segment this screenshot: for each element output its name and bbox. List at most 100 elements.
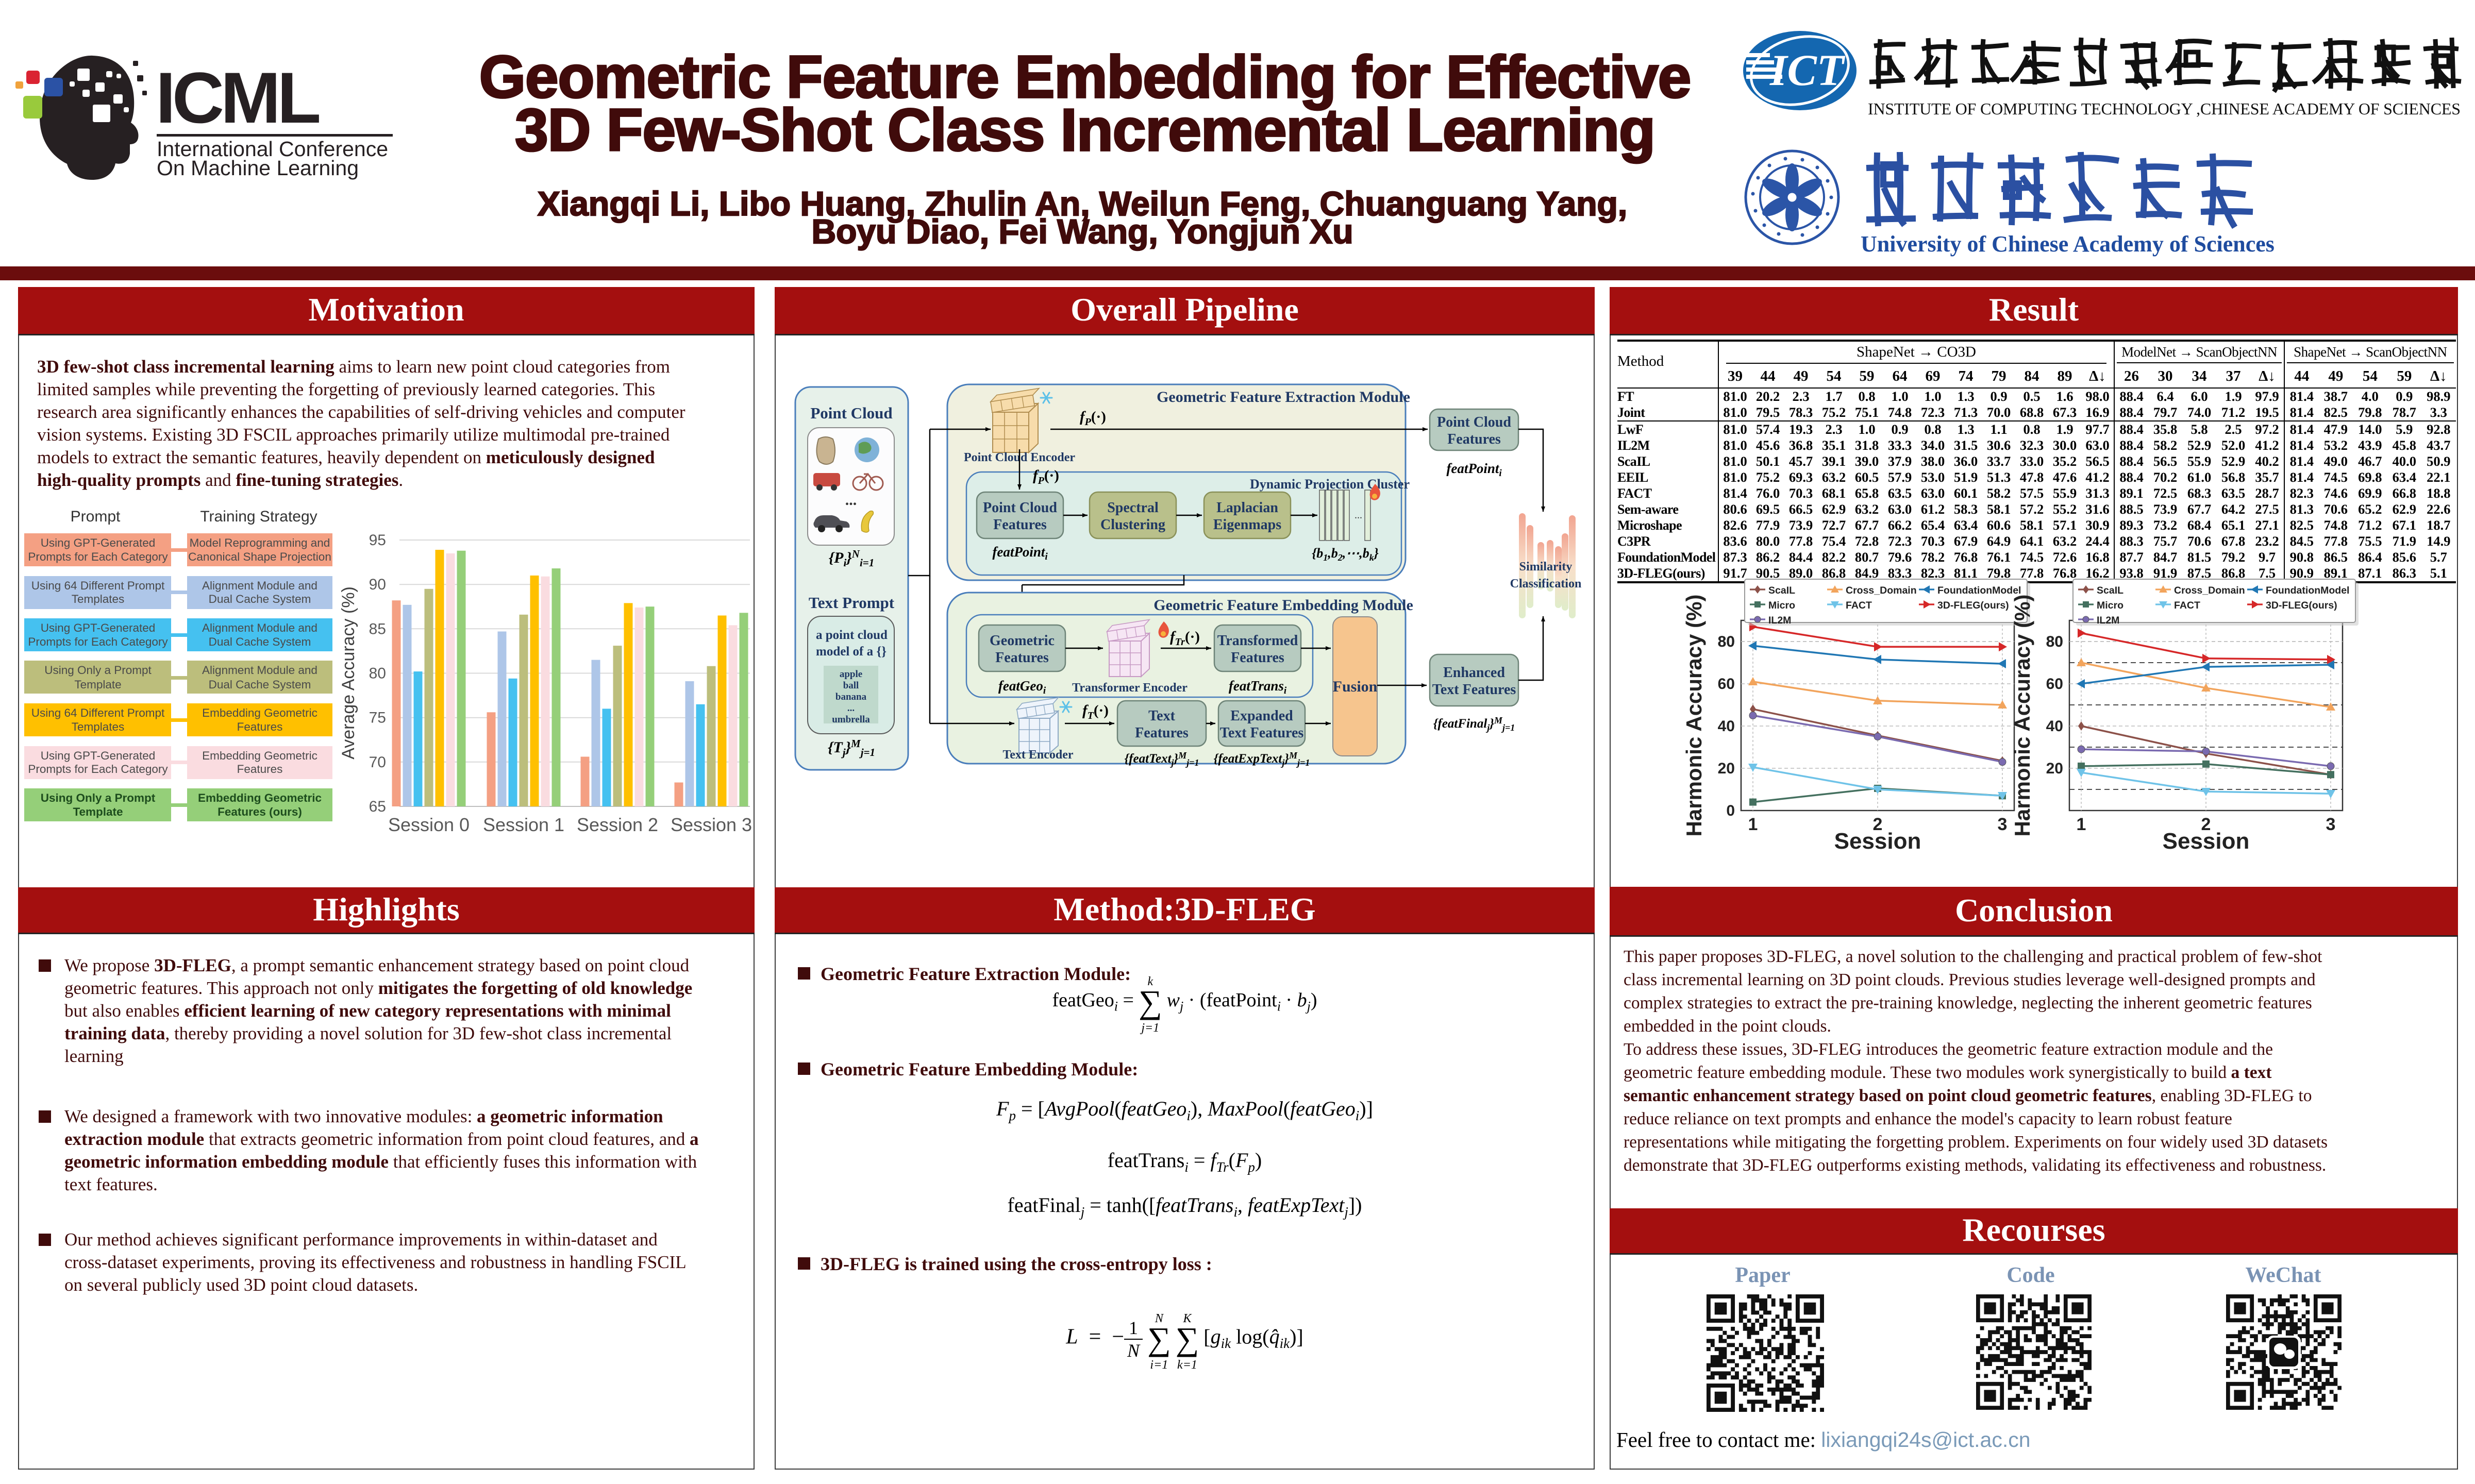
svg-text:80: 80 — [2046, 633, 2063, 650]
svg-text:Point Cloud: Point Cloud — [1437, 414, 1511, 430]
svg-text:fT(·): fT(·) — [1082, 702, 1109, 721]
svg-text:umbrella: umbrella — [832, 714, 870, 725]
svg-text:Laplacian: Laplacian — [1216, 500, 1278, 516]
svg-text:Harmonic Accuracy (%): Harmonic Accuracy (%) — [1682, 595, 1706, 837]
svg-text:2: 2 — [2201, 815, 2211, 834]
svg-text:80: 80 — [2046, 633, 2063, 650]
svg-text:Prompts for Each Category: Prompts for Each Category — [28, 763, 168, 775]
svg-text:Templates: Templates — [72, 720, 125, 733]
svg-text:3: 3 — [2326, 815, 2336, 834]
svg-text:ball: ball — [843, 680, 859, 691]
svg-text:Text Features: Text Features — [1220, 725, 1304, 741]
svg-text:Text Prompt: Text Prompt — [809, 594, 895, 612]
svg-text:Features: Features — [237, 763, 283, 775]
svg-text:Features: Features — [1135, 725, 1189, 741]
svg-text:Transformed: Transformed — [1217, 633, 1298, 649]
svg-text:Expanded: Expanded — [1230, 708, 1293, 724]
svg-text:60: 60 — [2046, 676, 2063, 693]
svg-text:Session 3: Session 3 — [671, 814, 752, 835]
svg-text:featTransi: featTransi — [1229, 678, 1287, 696]
svg-text:Using GPT-Generated: Using GPT-Generated — [41, 749, 156, 762]
svg-text:FoundationModel: FoundationModel — [2266, 585, 2349, 596]
svg-text:Features: Features — [995, 650, 1049, 666]
svg-text:Average Accuracy (%): Average Accuracy (%) — [339, 586, 358, 760]
svg-text:85: 85 — [369, 620, 386, 637]
svg-text:Features: Features — [1447, 431, 1501, 447]
svg-text:Text Features: Text Features — [1432, 682, 1516, 698]
svg-text:Prompts for Each Category: Prompts for Each Category — [28, 550, 168, 563]
svg-text:Transformer Encoder: Transformer Encoder — [1072, 681, 1188, 695]
svg-text:Features: Features — [993, 517, 1047, 533]
svg-text:fTr(·): fTr(·) — [1170, 629, 1200, 648]
svg-text:Micro: Micro — [1768, 600, 1795, 611]
svg-text:75: 75 — [369, 710, 386, 727]
svg-text:Template: Template — [74, 678, 121, 691]
svg-text:University of Chinese Academy: University of Chinese Academy of Science… — [1861, 231, 2275, 257]
svg-text:40: 40 — [2046, 718, 2063, 735]
svg-text:a point cloud: a point cloud — [816, 628, 888, 642]
svg-text:Using Only a Prompt: Using Only a Prompt — [44, 664, 152, 677]
svg-text:65: 65 — [369, 798, 386, 815]
svg-text:...: ... — [1354, 510, 1362, 521]
svg-text:Prompts for Each Category: Prompts for Each Category — [28, 635, 168, 648]
svg-text:1: 1 — [1748, 815, 1758, 834]
svg-text:1: 1 — [2077, 815, 2086, 834]
svg-text:FACT: FACT — [1846, 600, 1872, 611]
svg-text:ICT: ICT — [1769, 45, 1846, 95]
svg-text:20: 20 — [2046, 760, 2063, 777]
svg-text:Clustering: Clustering — [1100, 517, 1165, 533]
svg-text:Using 64 Different Prompt: Using 64 Different Prompt — [31, 706, 165, 719]
svg-text:Point Cloud: Point Cloud — [810, 404, 892, 422]
svg-text:INSTITUTE OF COMPUTING TECHNO: INSTITUTE OF COMPUTING TECHNOLOGY ,CHINE… — [1868, 99, 2461, 118]
svg-text:Classification: Classification — [1510, 577, 1582, 591]
svg-text:IL2M: IL2M — [1768, 615, 1791, 626]
svg-text:Session 0: Session 0 — [388, 814, 470, 835]
svg-text:Cross_Domain: Cross_Domain — [1846, 585, 1917, 596]
svg-text:FoundationModel: FoundationModel — [1937, 585, 2021, 596]
svg-text:Similarity: Similarity — [1519, 560, 1573, 574]
svg-text:featPointi: featPointi — [1446, 461, 1502, 479]
svg-text:70: 70 — [369, 754, 386, 771]
svg-text:Template: Template — [73, 805, 123, 818]
svg-text:{b1,b2,⋯,bk}: {b1,b2,⋯,bk} — [1312, 546, 1379, 563]
svg-text:60: 60 — [1718, 676, 1735, 693]
svg-text:Eigenmaps: Eigenmaps — [1213, 517, 1281, 533]
svg-text:Dual Cache System: Dual Cache System — [209, 678, 311, 691]
svg-text:...: ... — [845, 492, 857, 509]
svg-text:3D-FLEG(ours): 3D-FLEG(ours) — [1937, 600, 2009, 611]
svg-text:Micro: Micro — [2097, 600, 2123, 611]
svg-text:apple: apple — [840, 669, 862, 680]
svg-text:20: 20 — [1718, 760, 1735, 777]
svg-text:Session: Session — [1834, 829, 1921, 854]
svg-text:...: ... — [847, 703, 855, 714]
svg-text:Canonical Shape Projection: Canonical Shape Projection — [188, 550, 331, 563]
svg-text:ScaIL: ScaIL — [1768, 585, 1795, 596]
svg-text:FACT: FACT — [2174, 600, 2200, 611]
svg-text:{featExpTextj}Mj=1: {featExpTextj}Mj=1 — [1214, 750, 1310, 768]
svg-text:80: 80 — [369, 665, 386, 682]
svg-text:Text: Text — [1148, 708, 1176, 724]
svg-text:ICML: ICML — [156, 57, 320, 138]
svg-text:Geometric: Geometric — [990, 633, 1055, 649]
svg-text:Session 2: Session 2 — [577, 814, 658, 835]
svg-text:Embedding Geometric: Embedding Geometric — [202, 749, 317, 762]
svg-text:Cross_Domain: Cross_Domain — [2174, 585, 2245, 596]
svg-text:International Conference: International Conference — [157, 137, 388, 161]
svg-text:2: 2 — [1873, 815, 1883, 834]
svg-text:ScaIL: ScaIL — [2097, 585, 2123, 596]
svg-text:Using 64 Different Prompt: Using 64 Different Prompt — [31, 579, 165, 592]
svg-text:Fusion: Fusion — [1333, 678, 1378, 695]
svg-text:Text Encoder: Text Encoder — [1002, 748, 1073, 762]
svg-text:Alignment Module and: Alignment Module and — [202, 664, 317, 677]
svg-text:On Machine Learning: On Machine Learning — [157, 156, 359, 180]
svg-text:banana: banana — [835, 692, 867, 702]
svg-text:Dual Cache System: Dual Cache System — [209, 635, 311, 648]
svg-text:Training Strategy: Training Strategy — [200, 508, 317, 525]
svg-text:Point Cloud: Point Cloud — [983, 500, 1057, 516]
svg-text:featGeoi: featGeoi — [998, 678, 1046, 696]
svg-text:0: 0 — [1726, 802, 1735, 819]
svg-text:80: 80 — [1718, 633, 1735, 650]
svg-text:fP(·): fP(·) — [1080, 409, 1106, 428]
svg-text:95: 95 — [369, 532, 386, 549]
svg-text:Features (ours): Features (ours) — [218, 805, 302, 818]
